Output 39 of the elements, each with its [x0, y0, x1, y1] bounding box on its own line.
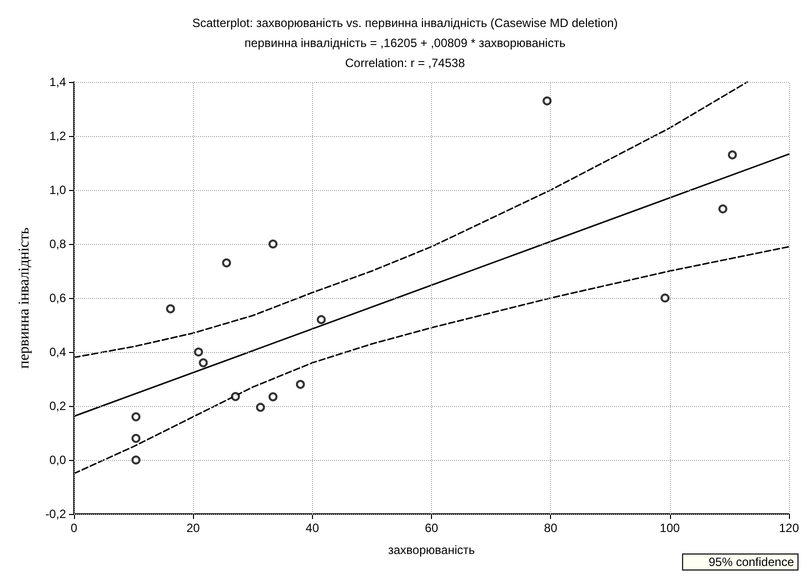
y-tick-label: 1,4	[49, 75, 66, 89]
chart-title: Scatterplot: захворюваність vs. первинна інвалідність (Casewise MD deletion)	[192, 16, 618, 30]
point	[222, 258, 232, 268]
x-tick-label: 0	[70, 521, 78, 535]
point	[316, 315, 326, 324]
x-tick-label: 40	[306, 521, 320, 535]
point	[718, 204, 728, 214]
point	[256, 402, 265, 412]
chart-subtitle: первинна інвалідність = ,16205 + ,00809 * захворюваність	[244, 36, 566, 50]
point	[230, 392, 240, 402]
y-tick-label: 0,8	[49, 237, 66, 251]
x-axis-title: захворюваність	[388, 543, 475, 557]
y-tick-label: 1,2	[49, 129, 66, 143]
point	[198, 358, 208, 368]
point	[728, 150, 737, 160]
point	[131, 456, 140, 464]
y-tick-label: 0,4	[49, 345, 66, 359]
y-tick-label: 0,2	[49, 399, 66, 413]
text: 95% confidence	[708, 555, 794, 569]
point	[268, 240, 278, 248]
y-tick-label: -0,2	[45, 507, 66, 521]
point	[268, 392, 278, 402]
x-tick-label: 20	[186, 521, 200, 535]
point	[542, 96, 552, 106]
point	[194, 348, 204, 356]
y-tick-label: 0,6	[49, 291, 66, 305]
x-tick-label: 120	[778, 521, 800, 535]
text: Correlation: r = ,74538	[345, 56, 466, 70]
y-axis-title: первинна інвалідність	[16, 227, 32, 369]
x-tick-label: 100	[660, 521, 680, 535]
x-tick-label: 80	[544, 521, 558, 535]
x-tick-label: 60	[424, 521, 438, 535]
point	[660, 294, 670, 302]
y-tick-label: 1,0	[49, 183, 66, 197]
point	[166, 304, 176, 314]
y-tick-label: 0,0	[49, 453, 66, 467]
point	[131, 434, 140, 443]
point	[296, 380, 305, 389]
point	[131, 412, 140, 422]
